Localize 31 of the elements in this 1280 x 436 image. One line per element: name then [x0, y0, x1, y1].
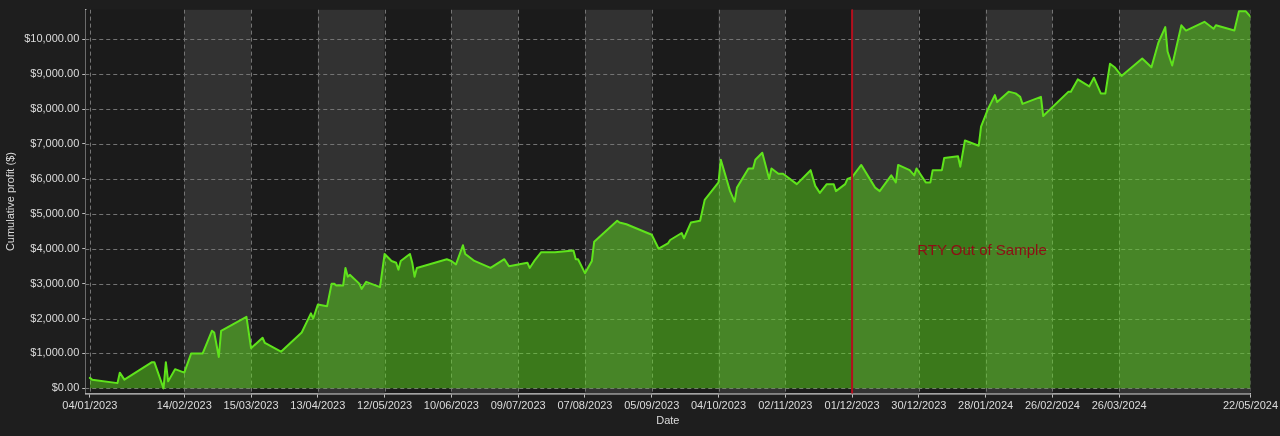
- x-tick-label: 07/08/2023: [557, 399, 613, 412]
- x-tick-label: 10/06/2023: [423, 399, 479, 412]
- x-tick-label: 05/09/2023: [624, 399, 680, 412]
- x-tick-label: 04/01/2023: [62, 399, 118, 412]
- x-tick-label: 26/02/2024: [1024, 399, 1080, 412]
- y-tick-label: $7,000.00: [30, 137, 80, 150]
- x-tick-label: 09/07/2023: [490, 399, 546, 412]
- y-tick-label: $1,000.00: [30, 346, 80, 359]
- annotation: RTY Out of Sample: [917, 240, 1047, 258]
- y-tick-label: $9,000.00: [30, 67, 80, 80]
- y-tick-label: $5,000.00: [30, 206, 80, 219]
- y-tick-label: $8,000.00: [30, 102, 80, 115]
- y-axis-title: Cumulative profit ($): [3, 152, 16, 252]
- x-tick-label: 04/10/2023: [690, 399, 747, 412]
- x-tick-label: 28/01/2024: [958, 399, 1014, 412]
- y-tick-label: $3,000.00: [30, 276, 80, 289]
- x-tick-label: 26/03/2024: [1091, 399, 1147, 412]
- y-tick-label: $10,000.00: [24, 32, 80, 45]
- y-tick-label: $6,000.00: [30, 171, 80, 184]
- x-tick-label: 22/05/2024: [1222, 399, 1278, 412]
- x-axis-title: Date: [656, 414, 680, 427]
- x-tick-label: 12/05/2023: [357, 399, 413, 412]
- y-tick-label: $0.00: [51, 381, 80, 394]
- x-tick-label: 01/12/2023: [824, 399, 880, 412]
- x-tick-label: 15/03/2023: [223, 399, 279, 412]
- y-tick-label: $4,000.00: [30, 241, 80, 254]
- x-tick-label: 02/11/2023: [758, 399, 813, 412]
- x-tick-label: 13/04/2023: [290, 399, 346, 412]
- x-tick-label: 30/12/2023: [891, 399, 947, 412]
- y-tick-label: $2,000.00: [30, 311, 80, 324]
- x-tick-label: 14/02/2023: [156, 399, 212, 412]
